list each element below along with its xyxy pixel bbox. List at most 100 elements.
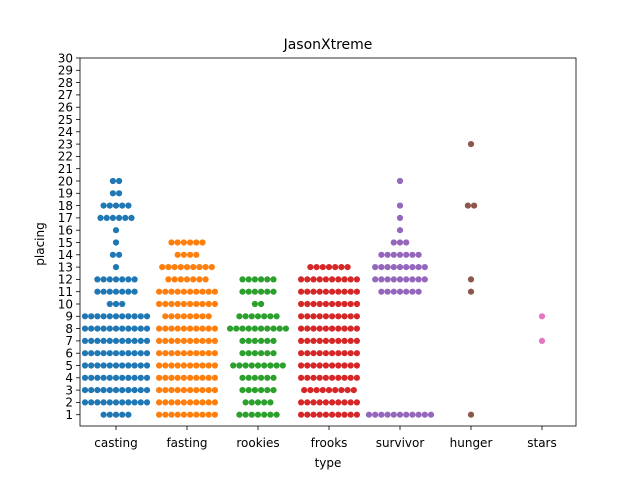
- data-point: [403, 239, 410, 246]
- data-point: [94, 313, 101, 320]
- data-point: [171, 264, 178, 271]
- data-point: [211, 374, 218, 381]
- data-point: [251, 387, 258, 394]
- data-point: [190, 264, 197, 271]
- data-point: [322, 288, 329, 295]
- data-point: [205, 362, 212, 369]
- data-point: [384, 288, 391, 295]
- data-point: [131, 337, 138, 344]
- data-point: [236, 313, 243, 320]
- data-point: [273, 313, 280, 320]
- data-point: [341, 362, 348, 369]
- data-point: [112, 325, 120, 332]
- data-point: [119, 350, 126, 357]
- data-point: [298, 362, 305, 369]
- data-point: [81, 362, 89, 369]
- data-point: [131, 399, 138, 406]
- data-point: [106, 399, 113, 406]
- data-point: [421, 276, 428, 283]
- data-point: [180, 337, 187, 344]
- data-point: [180, 399, 187, 406]
- data-point: [112, 239, 120, 246]
- plot-area: [79, 57, 577, 427]
- data-point: [316, 374, 323, 381]
- data-point: [239, 288, 246, 295]
- data-point: [94, 387, 101, 394]
- data-point: [97, 214, 104, 221]
- data-point: [174, 313, 181, 320]
- data-point: [415, 411, 422, 418]
- data-point: [390, 288, 397, 295]
- data-point: [298, 313, 305, 320]
- data-point: [245, 276, 252, 283]
- data-point: [264, 276, 271, 283]
- data-point: [242, 399, 249, 406]
- data-point: [384, 251, 391, 258]
- data-point: [156, 411, 163, 418]
- data-point: [156, 350, 163, 357]
- data-point: [304, 350, 311, 357]
- data-point: [106, 350, 113, 357]
- data-point: [199, 288, 206, 295]
- data-point: [322, 325, 329, 332]
- data-point: [261, 399, 268, 406]
- data-point: [156, 362, 163, 369]
- data-point: [421, 264, 428, 271]
- y-tick-label: 10: [58, 297, 73, 311]
- data-point: [248, 362, 255, 369]
- data-point: [329, 362, 336, 369]
- data-point: [313, 264, 320, 271]
- data-point: [329, 350, 336, 357]
- data-point: [248, 313, 255, 320]
- data-point: [205, 411, 212, 418]
- data-point: [180, 288, 187, 295]
- data-point: [205, 288, 212, 295]
- y-tick-label: 1: [65, 408, 73, 422]
- data-point: [106, 387, 113, 394]
- data-point: [162, 313, 169, 320]
- x-tick-label: fasting: [166, 436, 207, 450]
- y-tick-label: 6: [65, 347, 73, 361]
- data-point: [403, 288, 410, 295]
- y-tick-label: 13: [58, 260, 73, 274]
- y-axis: 1234567891011121314151617181920212223242…: [58, 51, 80, 422]
- plot-frame: [79, 57, 577, 427]
- data-point: [187, 313, 194, 320]
- data-point: [298, 399, 305, 406]
- data-point: [396, 264, 404, 271]
- data-point: [341, 411, 348, 418]
- data-point: [353, 276, 360, 283]
- y-tick-label: 14: [58, 248, 73, 262]
- data-point: [137, 387, 144, 394]
- data-point: [100, 387, 107, 394]
- data-point: [119, 399, 126, 406]
- data-point: [298, 374, 305, 381]
- data-point: [168, 411, 175, 418]
- data-point: [254, 399, 262, 406]
- data-point: [301, 387, 308, 394]
- data-point: [316, 362, 323, 369]
- data-point: [239, 387, 246, 394]
- data-point: [88, 350, 95, 357]
- data-point: [298, 350, 305, 357]
- data-point: [245, 288, 252, 295]
- data-point: [112, 337, 120, 344]
- data-point: [187, 362, 194, 369]
- data-point: [415, 276, 422, 283]
- data-point: [81, 374, 89, 381]
- data-point: [100, 337, 107, 344]
- data-point: [205, 325, 212, 332]
- data-point: [125, 399, 132, 406]
- data-point: [313, 387, 320, 394]
- data-point: [353, 374, 360, 381]
- data-point: [325, 387, 333, 394]
- data-point: [322, 411, 329, 418]
- y-tick-label: 27: [58, 88, 73, 102]
- data-point: [341, 325, 348, 332]
- data-point: [205, 399, 212, 406]
- data-point: [116, 214, 123, 221]
- data-point: [372, 264, 379, 271]
- data-point: [251, 325, 258, 332]
- data-point: [94, 362, 101, 369]
- data-point: [310, 276, 317, 283]
